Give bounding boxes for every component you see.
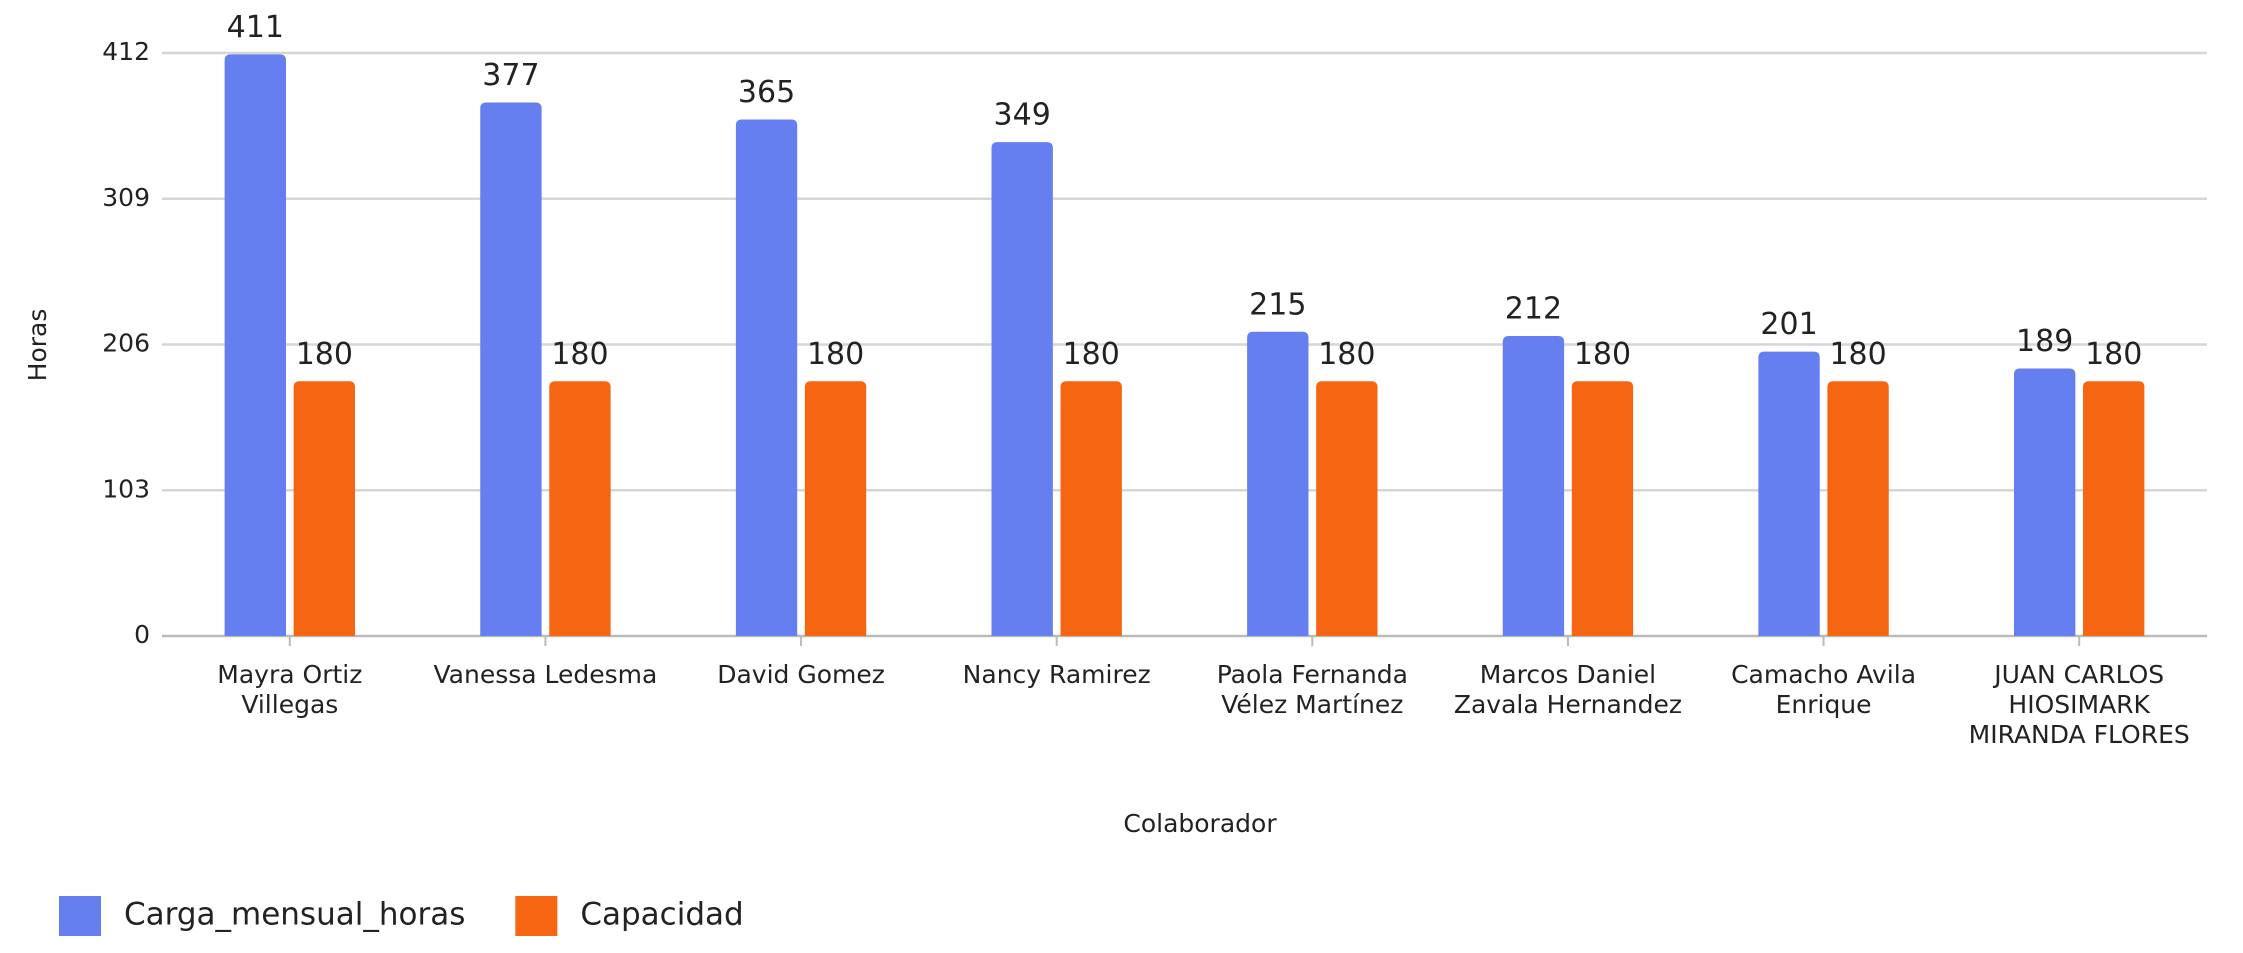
y-tick-label: 0 xyxy=(134,620,150,649)
y-tick-label: 103 xyxy=(102,474,150,503)
x-tick-label: Nancy Ramirez xyxy=(963,660,1151,689)
bar xyxy=(2014,368,2076,636)
bar xyxy=(1758,351,1820,636)
x-tick-label: Paola Fernanda Vélez Martínez xyxy=(1217,660,1408,719)
x-tick-label: JUAN CARLOS HIOSIMARK MIRANDA FLORES xyxy=(1969,660,2190,749)
bar xyxy=(991,142,1053,636)
value-label: 189 xyxy=(2016,324,2073,359)
value-label: 215 xyxy=(1249,287,1306,322)
x-axis-title: Colaborador xyxy=(1123,809,1277,838)
bar xyxy=(1571,381,1634,636)
value-label: 180 xyxy=(1574,337,1631,372)
x-tick-label: Vanessa Ledesma xyxy=(434,660,658,689)
y-axis-title: Horas xyxy=(23,309,52,382)
legend-label: Carga_mensual_horas xyxy=(124,897,465,933)
x-tick-label: David Gomez xyxy=(717,660,885,689)
bar xyxy=(1827,381,1889,636)
bar xyxy=(224,54,286,637)
legend-swatch xyxy=(59,896,101,936)
value-label: 411 xyxy=(227,10,284,45)
bar xyxy=(1502,336,1565,636)
bar xyxy=(1060,381,1122,636)
value-label: 180 xyxy=(1063,337,1120,372)
value-label: 180 xyxy=(2085,337,2142,372)
value-label: 212 xyxy=(1505,292,1562,327)
value-label: 365 xyxy=(738,75,795,110)
value-label: 349 xyxy=(994,98,1051,133)
bar xyxy=(480,102,542,637)
value-label: 201 xyxy=(1760,307,1817,342)
y-tick-label: 206 xyxy=(102,329,150,358)
y-tick-label: 309 xyxy=(102,183,150,212)
bar xyxy=(549,381,611,636)
value-label: 180 xyxy=(1829,337,1886,372)
y-tick-label: 412 xyxy=(102,37,150,66)
value-label: 180 xyxy=(1318,337,1375,372)
bar xyxy=(735,119,798,637)
legend-label: Capacidad xyxy=(580,897,743,933)
value-label: 180 xyxy=(551,337,608,372)
bar xyxy=(293,381,355,636)
x-tick-label: Mayra Ortiz Villegas xyxy=(217,660,362,719)
bar xyxy=(1247,331,1309,636)
bar xyxy=(804,381,867,636)
value-label: 377 xyxy=(482,58,539,93)
x-tick-label: Marcos Daniel Zavala Hernandez xyxy=(1454,660,1682,719)
legend-swatch xyxy=(515,896,558,936)
bar xyxy=(1316,381,1378,636)
value-label: 180 xyxy=(296,337,353,372)
x-tick-label: Camacho Avila Enrique xyxy=(1731,660,1916,719)
value-label: 180 xyxy=(807,337,864,372)
bar xyxy=(2083,381,2145,636)
